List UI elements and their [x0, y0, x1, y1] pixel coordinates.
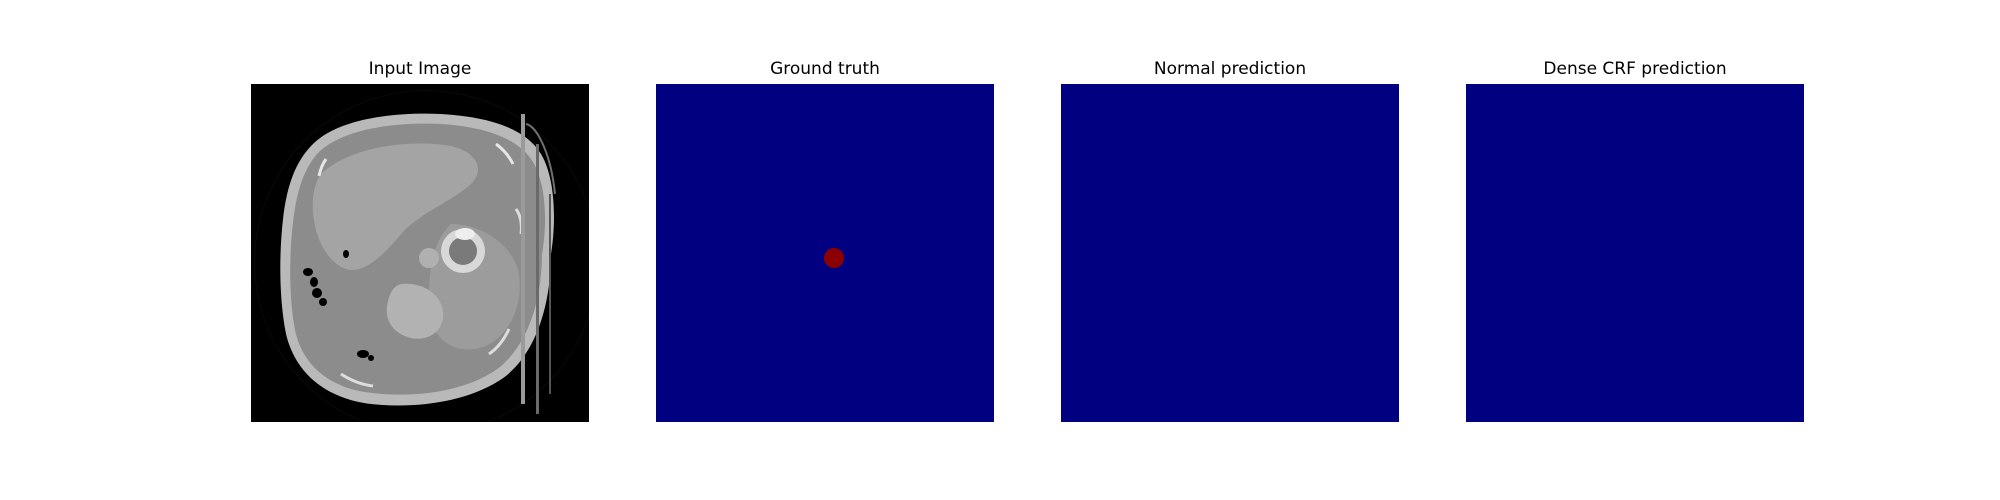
ground-truth-mask [656, 84, 994, 422]
panel-title: Input Image [368, 59, 472, 79]
normal-prediction-mask [1061, 84, 1399, 422]
lesion-region [824, 248, 844, 268]
panel-ground-truth: Ground truth [656, 56, 994, 422]
ct-scan-image [251, 84, 589, 422]
panel-title: Dense CRF prediction [1543, 59, 1727, 79]
panel-normal-prediction: Normal prediction [1061, 56, 1399, 422]
panel-title: Normal prediction [1153, 59, 1307, 79]
mask-background [656, 84, 994, 422]
panel-input-image: Input Image [251, 56, 589, 422]
panel-title: Ground truth [770, 59, 880, 79]
mask-background [1061, 84, 1399, 422]
panel-dense-crf-prediction: Dense CRF prediction [1466, 56, 1804, 422]
dense-crf-prediction-mask [1466, 84, 1804, 422]
mask-background [1466, 84, 1804, 422]
ct-scan-drawing [251, 84, 589, 422]
